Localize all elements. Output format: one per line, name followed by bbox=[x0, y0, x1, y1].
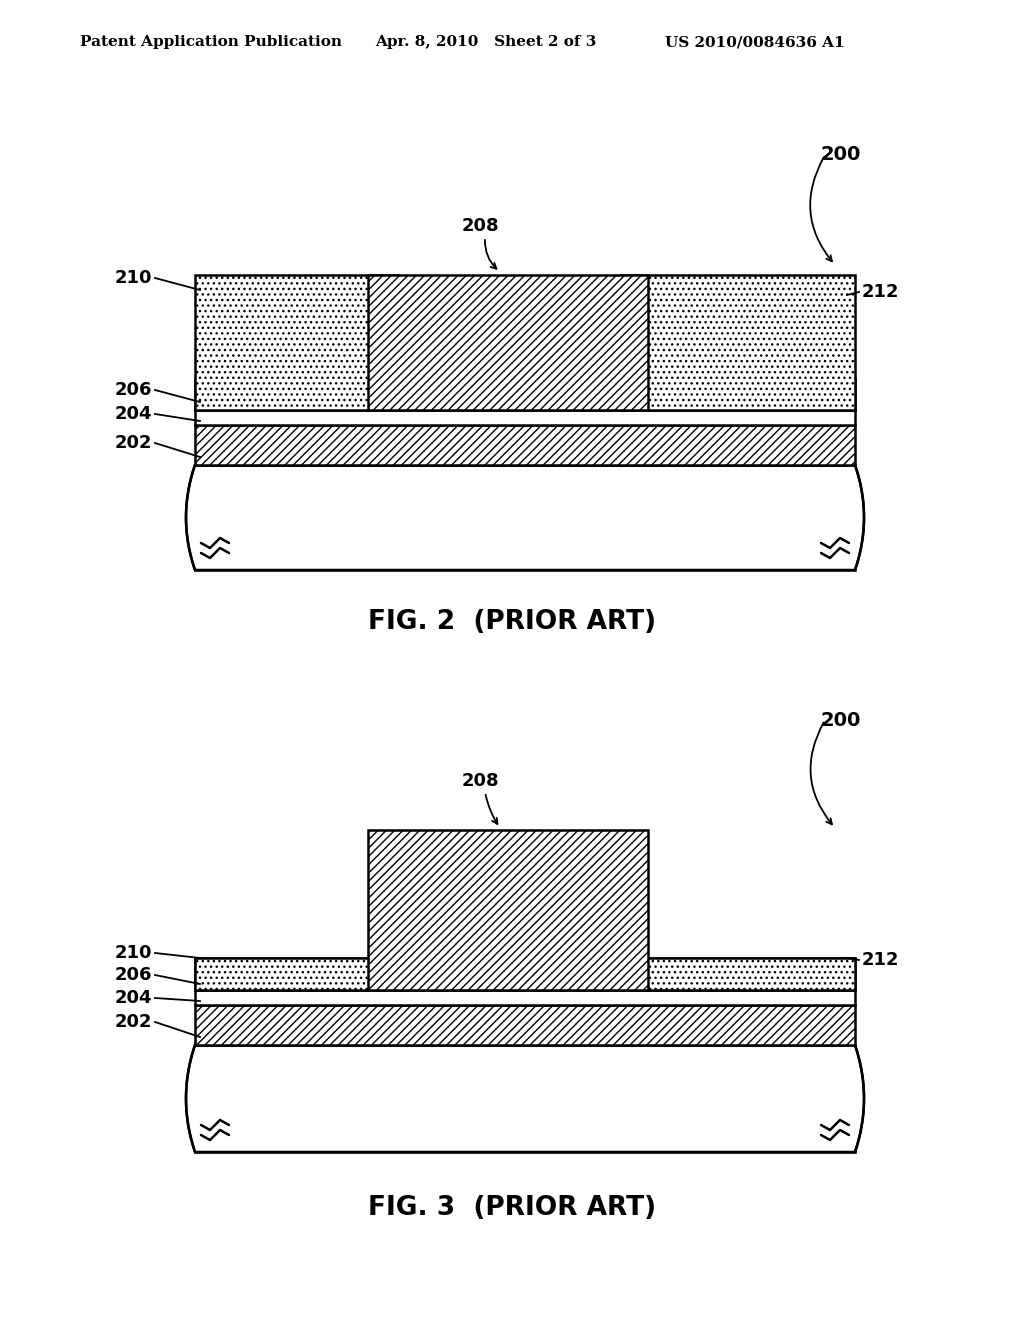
Text: Apr. 8, 2010   Sheet 2 of 3: Apr. 8, 2010 Sheet 2 of 3 bbox=[375, 36, 596, 49]
Polygon shape bbox=[186, 1045, 864, 1152]
Bar bbox=[195, 958, 398, 990]
Text: 206: 206 bbox=[115, 966, 152, 983]
Bar bbox=[620, 275, 855, 411]
Text: 202: 202 bbox=[115, 1012, 152, 1031]
Text: 210: 210 bbox=[115, 269, 152, 286]
Text: 212: 212 bbox=[862, 950, 899, 969]
Bar bbox=[195, 411, 855, 425]
Polygon shape bbox=[186, 465, 864, 570]
Text: FIG. 2  (PRIOR ART): FIG. 2 (PRIOR ART) bbox=[368, 609, 656, 635]
Bar bbox=[368, 275, 648, 411]
Bar bbox=[195, 1005, 855, 1045]
Text: US 2010/0084636 A1: US 2010/0084636 A1 bbox=[665, 36, 845, 49]
Text: 202: 202 bbox=[115, 434, 152, 451]
Bar bbox=[195, 275, 398, 411]
Text: 204: 204 bbox=[115, 405, 152, 422]
Bar bbox=[195, 378, 855, 411]
Bar bbox=[620, 958, 855, 990]
Bar bbox=[368, 830, 648, 990]
Text: 210: 210 bbox=[115, 944, 152, 962]
Text: 204: 204 bbox=[115, 989, 152, 1007]
Text: 208: 208 bbox=[461, 772, 499, 789]
Text: 208: 208 bbox=[461, 216, 499, 235]
Bar bbox=[195, 990, 855, 1005]
Text: 200: 200 bbox=[820, 710, 860, 730]
Text: FIG. 3  (PRIOR ART): FIG. 3 (PRIOR ART) bbox=[368, 1195, 656, 1221]
Text: 206: 206 bbox=[115, 381, 152, 399]
Bar bbox=[195, 425, 855, 465]
Text: 212: 212 bbox=[862, 282, 899, 301]
Text: Patent Application Publication: Patent Application Publication bbox=[80, 36, 342, 49]
Text: 200: 200 bbox=[820, 145, 860, 165]
Bar bbox=[195, 958, 855, 990]
